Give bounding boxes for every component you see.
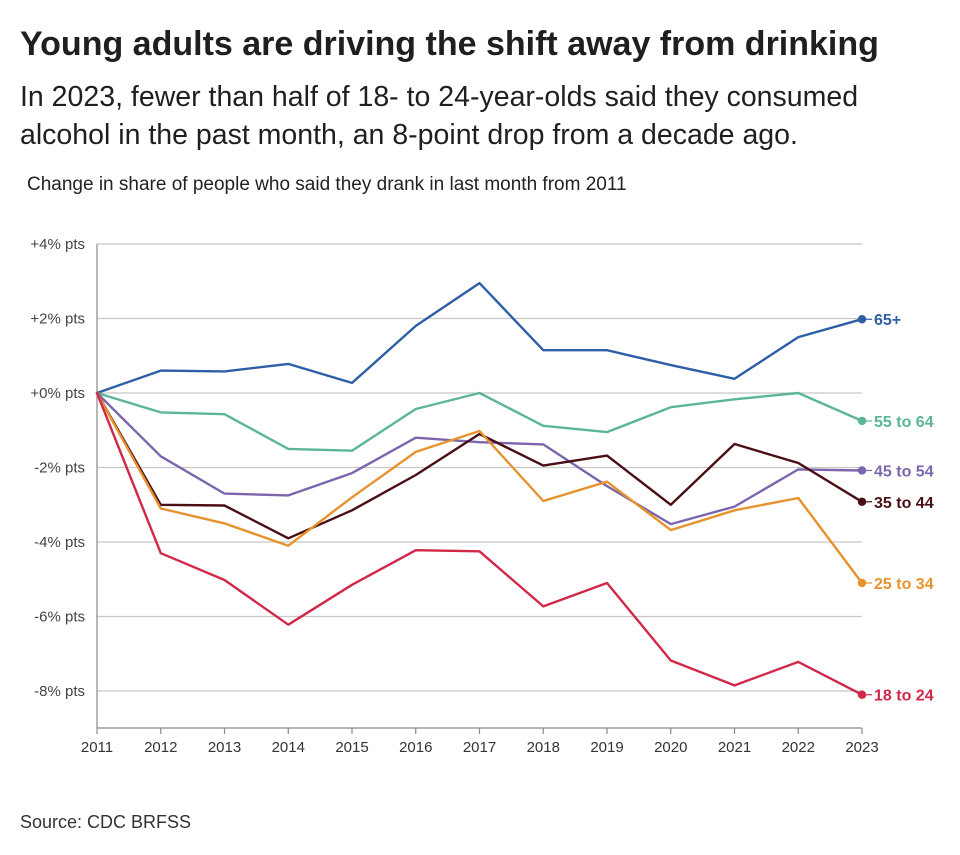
series-line — [95, 391, 864, 585]
x-tick-label: 2013 — [208, 739, 241, 756]
x-tick-label: 2015 — [335, 739, 368, 756]
x-tick-label: 2017 — [463, 739, 496, 756]
x-tick-label: 2022 — [782, 739, 815, 756]
x-tick-label: 2011 — [81, 739, 113, 756]
chart-axis-caption: Change in share of people who said they … — [27, 174, 627, 195]
series-line — [95, 391, 864, 526]
series-line — [95, 391, 864, 452]
y-tick-label: +4% pts — [30, 236, 85, 253]
series-line — [95, 281, 864, 395]
x-tick-label: 2023 — [845, 739, 878, 756]
x-tick-label: 2021 — [718, 739, 751, 756]
series-endpoint — [857, 578, 867, 588]
series-label: 35 to 44 — [874, 495, 934, 512]
series-label: 18 to 24 — [874, 688, 934, 705]
gridlines: +4% pts +2% pts +0% pts -2% pts -4% pts -6% p… — [30, 236, 862, 700]
series-endpoint — [857, 466, 867, 475]
x-tick-label: 2018 — [527, 739, 560, 756]
y-tick-label: -4% pts — [34, 534, 85, 551]
y-tick-label: +2% pts — [30, 311, 85, 328]
series-endpoint — [857, 315, 867, 324]
chart-subtitle: In 2023, fewer than half of 18- to 24-ye… — [20, 81, 859, 151]
series-label: 65+ — [874, 312, 901, 329]
y-tick-label: +0% pts — [30, 385, 85, 402]
x-tick-label: 2019 — [590, 739, 623, 756]
series-endpoint — [857, 690, 867, 699]
series-endpoint — [857, 416, 867, 426]
chart-title-heading: Young adults are driving the shift away … — [20, 25, 879, 63]
series-label: 25 to 34 — [874, 576, 934, 593]
source-note: Source: CDC BRFSS — [20, 812, 192, 832]
x-tick-label: 2012 — [144, 739, 177, 756]
series-lines — [95, 281, 867, 699]
series-line — [95, 391, 864, 540]
series-line — [95, 391, 864, 696]
x-tick-label: 2014 — [272, 739, 305, 756]
y-tick-label: -2% pts — [34, 460, 85, 477]
y-tick-label: -6% pts — [34, 609, 85, 626]
y-tick-label: -8% pts — [34, 683, 85, 700]
series-label: 55 to 64 — [874, 414, 934, 431]
series-labels: 65+ 55 to 64 45 to 54 35 to 44 25 to 34 18 to… — [866, 312, 934, 705]
x-tick-label: 2020 — [654, 739, 687, 756]
series-label: 45 to 54 — [874, 463, 934, 480]
x-axis: 2011 2012 2013 2014 2015 2016 2017 2018 2019 2020… — [81, 244, 879, 756]
series-endpoint — [857, 497, 867, 506]
x-tick-label: 2016 — [399, 739, 432, 756]
